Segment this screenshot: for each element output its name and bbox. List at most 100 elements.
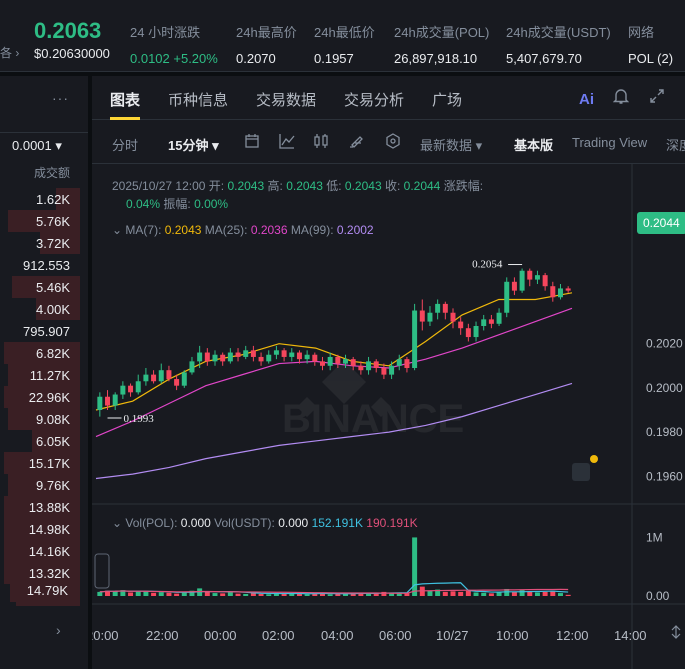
stat-label: 24 小时涨跌 [130,25,201,40]
tradingview-button[interactable]: Trading View [572,135,648,150]
volume-tick-label: 0.00 [646,589,670,603]
tab-trading-analysis[interactable]: 交易分析 [344,92,405,109]
legend-change: 0.04% [126,197,161,211]
stat-24h-volume-pol: 24h成交量(POL) 26,897,918.10 [394,22,489,66]
volume-value: 14.79K [26,583,68,598]
candle-body [250,350,256,357]
usd-price: $0.20630000 [34,46,110,61]
candle-body [396,359,402,366]
volume-bar [343,593,349,596]
volume-bar [227,592,233,596]
time-tick-label: 20:00 [92,628,119,643]
stat-label: 24h最低价 [314,25,375,40]
more-icon[interactable]: ··· [52,90,69,106]
time-tick-label: 02:00 [262,628,295,643]
kline-chart[interactable]: BINANCE 0.2020 0.2000 0.1980 0.1960 1M 0.00 20… [92,164,685,669]
watermark: BINANCE [282,360,464,441]
volume-row: 15.17K [0,452,80,474]
candle-body [473,326,479,338]
stat-label: 网络 [628,25,655,40]
indicator-icon[interactable] [279,133,295,152]
stat-network[interactable]: 网络 POL (2) [628,22,673,66]
candle-body [504,281,510,313]
volume-bar [235,593,241,596]
tab-trading-data[interactable]: 交易数据 [256,92,317,109]
volume-bar [373,593,379,596]
chevron-down-icon[interactable]: ⌄ [112,223,123,237]
time-tick-label: 10/27 [436,628,469,643]
volume-value: 5.76K [36,214,70,229]
depth-bar [12,276,80,298]
volume-bar [511,591,517,596]
volume-bar [281,593,287,596]
volume-value: 4.00K [36,302,70,317]
volume-bar [496,592,502,596]
vol-pol-label: Vol(POL): [125,516,178,530]
candle-type-icon-svg [314,134,328,148]
candle-body [166,370,172,380]
candle-body [373,361,379,368]
volume-row: 3.72K [0,232,80,254]
chart-toolbar: 分时 15分钟 ▾ 最新数据 ▾ 基本版 Trading View 深度 [92,120,685,164]
volume-bar [458,591,464,596]
stat-24h-volume-usdt: 24h成交量(USDT) 5,407,679.70 [506,22,611,66]
interval-select[interactable]: 15分钟 ▾ [168,138,219,153]
depth-bar [8,474,80,496]
candle-body [350,359,356,366]
candle-body [212,354,218,362]
precision-select[interactable]: 0.0001 ▾ [12,138,62,153]
settings-hex-icon[interactable] [385,133,401,152]
draw-tool-icon[interactable] [348,133,364,152]
time-mode-button[interactable]: 分时 [112,138,139,153]
volume-value: 9.08K [36,412,70,427]
volume-value: 5.46K [36,280,70,295]
candle-body [227,352,233,362]
ma7-value: 0.2043 [164,223,202,237]
vol-usdt-label: Vol(USDT): [214,516,275,530]
ai-icon[interactable]: Ai [579,91,594,108]
legend-low-label: 低: [326,179,342,193]
candle-body [419,310,425,322]
tab-chart[interactable]: 图表 [110,92,141,109]
expand-icon[interactable] [649,88,665,109]
ticker-header: 各 › 0.2063 $0.20630000 24 小时涨跌 0.0102 +5… [0,0,685,72]
bell-icon[interactable] [612,87,630,110]
latest-data-select[interactable]: 最新数据 ▾ [420,138,483,153]
volume-bar [220,593,226,596]
volume-bar [158,592,164,596]
volume-value: 13.88K [28,500,70,515]
candle-body [450,312,456,322]
volume-ma-lines [99,582,569,595]
candle-body [550,286,556,298]
calendar-icon[interactable] [244,133,260,152]
ma25-label: MA(25): [204,223,248,237]
volume-value: 9.76K [36,478,70,493]
candle-body [243,350,249,357]
chevron-right-icon[interactable]: › [56,622,61,638]
vol-ma2-value: 190.191K [366,516,418,530]
basic-view-button[interactable]: 基本版 [514,138,554,153]
volume-bar [97,591,103,596]
candle-body [381,368,387,375]
candle-body [496,312,502,324]
volume-bar [527,591,533,596]
legend-amp: 0.00% [194,197,229,211]
volume-value: 13.32K [28,566,70,581]
tab-coin-info[interactable]: 币种信息 [168,92,229,109]
candle-body [542,275,548,287]
expand-icon-svg [650,89,664,103]
candle-body [296,352,302,360]
legend-change-label: 涨跌幅: [443,179,484,193]
volume-bar [319,593,325,596]
volume-bar [112,591,118,596]
volume-value: 6.05K [36,434,70,449]
volume-bar [243,593,249,596]
chevron-down-icon[interactable]: ⌄ [112,516,123,530]
candle-type-icon[interactable] [313,133,329,152]
legend-amp-label: 振幅: [163,197,191,211]
legend-open: 0.2043 [227,179,265,193]
depth-button[interactable]: 深度 [666,138,685,153]
volume-bar [135,590,141,596]
tab-square[interactable]: 广场 [432,92,463,109]
candle-body [366,361,372,371]
